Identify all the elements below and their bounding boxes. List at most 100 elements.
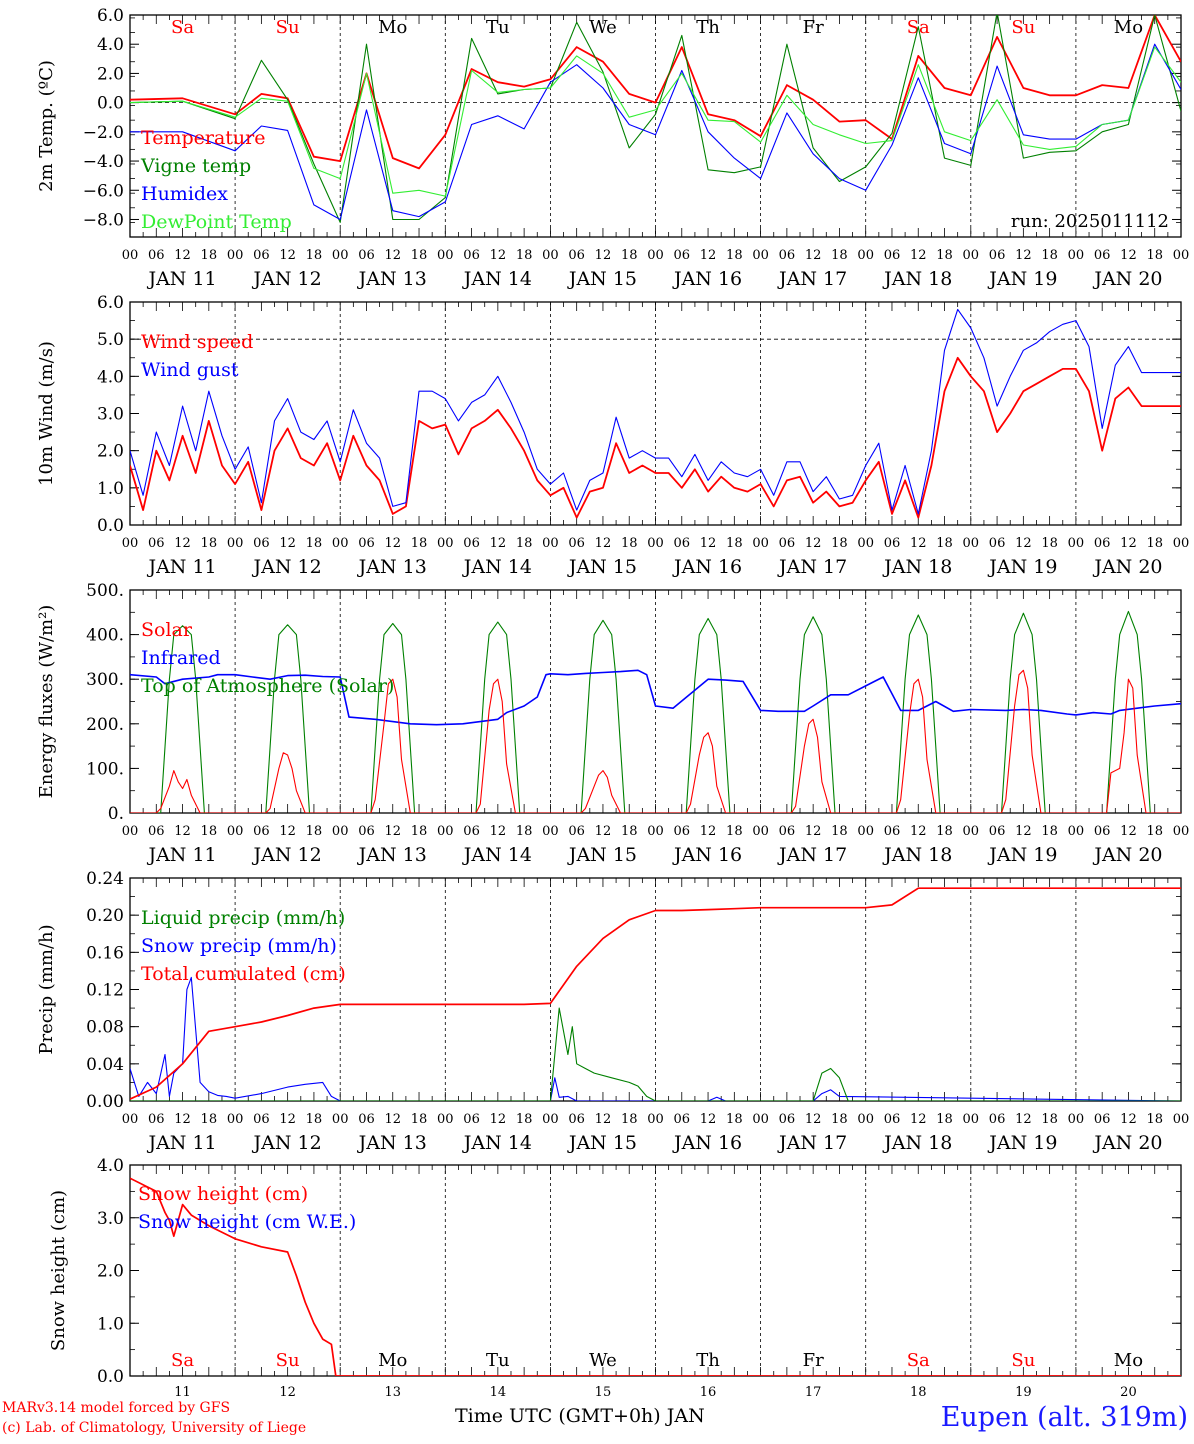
y-tick-label: −8.0	[83, 210, 124, 230]
hour-tick-label: 18	[201, 248, 218, 263]
series-wind-speed	[130, 356, 1181, 519]
hour-tick-label: 00	[1068, 1112, 1085, 1127]
hour-tick-label: 06	[1094, 536, 1111, 551]
date-label: JAN 20	[1092, 556, 1162, 578]
y-tick-label: 3.0	[97, 1209, 124, 1229]
day-abbr-label: Sa	[171, 17, 194, 38]
date-label: JAN 19	[987, 556, 1057, 578]
hour-tick-label: 18	[306, 824, 323, 839]
hour-tick-label: 00	[227, 824, 244, 839]
hour-tick-label: 00	[542, 248, 559, 263]
hour-tick-label: 00	[1068, 536, 1085, 551]
hour-tick-label: 06	[779, 824, 796, 839]
date-label: JAN 13	[357, 268, 427, 290]
hour-tick-label: 12	[700, 536, 717, 551]
series-dewpoint-temp	[130, 46, 1181, 197]
hour-tick-label: 18	[1146, 824, 1163, 839]
hour-tick-label: 18	[516, 536, 533, 551]
y-tick-label: 0.0	[97, 1367, 124, 1387]
date-label: JAN 17	[777, 268, 847, 290]
day-abbr-label: Tu	[486, 17, 510, 38]
hour-tick-label: 18	[1146, 536, 1163, 551]
x-axis-title: Time UTC (GMT+0h) JAN	[455, 1405, 705, 1427]
hour-tick-label: 06	[568, 1112, 585, 1127]
hour-tick-label: 06	[884, 536, 901, 551]
series-snow-height-cm-	[130, 1177, 1181, 1376]
panel-precip: 0.00 0.04 0.08 0.12 0.16 0.20 0.24 Precip (mm/h…	[36, 869, 1189, 1154]
legend-entry: Temperature	[141, 127, 265, 149]
hour-tick-label: 18	[306, 1112, 323, 1127]
date-label: JAN 19	[987, 268, 1057, 290]
day-abbr-label: Su	[1011, 17, 1035, 38]
hour-tick-label: 12	[490, 536, 507, 551]
series-temperature	[130, 15, 1181, 170]
date-label: JAN 12	[252, 268, 322, 290]
hour-tick-label: 00	[332, 824, 349, 839]
hour-tick-label: 06	[358, 248, 375, 263]
hour-tick-label: 18	[936, 1112, 953, 1127]
hour-tick-label: 06	[253, 1112, 270, 1127]
series-snow-precip-mm-h-	[130, 976, 1181, 1101]
hour-tick-label: 06	[463, 1112, 480, 1127]
date-label: JAN 12	[252, 1132, 322, 1154]
hour-tick-label: 18	[306, 536, 323, 551]
date-label: JAN 14	[462, 268, 532, 290]
series-wind-gust	[130, 308, 1181, 515]
date-label: JAN 20	[1092, 1132, 1162, 1154]
y-tick-label: 5.0	[97, 330, 124, 350]
date-label: JAN 16	[672, 556, 742, 578]
y-tick-label: 2.0	[97, 64, 124, 84]
legend-entry: Humidex	[141, 183, 228, 205]
hour-tick-label: 06	[989, 248, 1006, 263]
y-axis-title: Precip (mm/h)	[36, 924, 57, 1054]
y-tick-label: 0.16	[86, 943, 124, 963]
date-label: JAN 20	[1092, 844, 1162, 866]
hour-tick-label: 12	[384, 1112, 401, 1127]
day-abbr-label: Mo	[378, 1350, 407, 1371]
legend-entry: Vigne temp	[140, 155, 251, 177]
hour-tick-label: 00	[857, 824, 874, 839]
hour-tick-label: 12	[490, 824, 507, 839]
series-group	[130, 887, 1181, 1101]
hour-tick-label: 00	[332, 536, 349, 551]
hour-tick-label: 06	[358, 1112, 375, 1127]
date-label: JAN 15	[567, 1132, 637, 1154]
hour-tick-label: 06	[989, 824, 1006, 839]
hour-tick-label: 00	[227, 248, 244, 263]
hour-tick-label: 12	[910, 824, 927, 839]
panel-temp: −8.0 −6.0 −4.0 −2.0 0.0 2.0 4.0 6.0 2m Temp. (ºC…	[36, 6, 1189, 290]
y-tick-label: 3.0	[97, 405, 124, 425]
hour-tick-label: 06	[568, 248, 585, 263]
hour-tick-label: 00	[332, 248, 349, 263]
date-label: JAN 11	[146, 556, 216, 578]
hour-tick-label: 12	[805, 248, 822, 263]
date-label: JAN 15	[567, 268, 637, 290]
day-abbr-label: Su	[1011, 1350, 1035, 1371]
legend-entry: Liquid precip (mm/h)	[141, 907, 345, 929]
y-tick-label: 0.0	[97, 94, 124, 114]
date-label: JAN 18	[882, 844, 952, 866]
hour-tick-label: 18	[621, 1112, 638, 1127]
hour-tick-label: 12	[700, 248, 717, 263]
legend-entry: Snow height (cm W.E.)	[138, 1211, 356, 1233]
hour-tick-label: 00	[227, 1112, 244, 1127]
hour-tick-label: 12	[910, 536, 927, 551]
date-label: JAN 15	[567, 556, 637, 578]
hour-tick-label: 06	[884, 1112, 901, 1127]
y-axis-title: Energy fluxes (W/m²)	[36, 605, 57, 799]
hour-tick-label: 12	[1120, 248, 1137, 263]
hour-tick-label: 00	[857, 248, 874, 263]
day-abbr-label: Th	[696, 1350, 720, 1371]
hour-tick-label: 00	[963, 536, 980, 551]
series-group	[130, 1177, 1181, 1376]
legend-entry: Snow precip (mm/h)	[141, 935, 337, 957]
hour-tick-label: 06	[463, 248, 480, 263]
hour-tick-label: 12	[595, 248, 612, 263]
y-tick-label: 1.0	[97, 1314, 124, 1334]
y-tick-label: 4.0	[97, 367, 124, 387]
hour-tick-label: 12	[279, 824, 296, 839]
y-tick-label: 2.0	[97, 1262, 124, 1282]
hour-tick-label: 12	[384, 248, 401, 263]
day-abbr-label: We	[589, 1350, 617, 1371]
hour-tick-label: 00	[122, 824, 139, 839]
